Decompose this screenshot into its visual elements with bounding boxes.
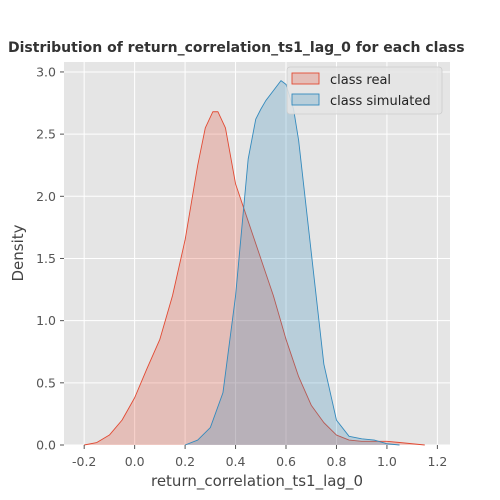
legend-swatch-simulated bbox=[291, 93, 320, 106]
x-axis-label: return_correlation_ts1_lag_0 bbox=[151, 472, 363, 491]
y-tick-label: 1.5 bbox=[36, 251, 56, 266]
grid bbox=[64, 62, 450, 446]
chart-title: Distribution of return_correlation_ts1_l… bbox=[8, 40, 465, 56]
x-tick-label: 1.2 bbox=[427, 454, 447, 469]
x-axis-ticks: -0.2 0.0 0.2 0.4 0.6 0.8 1.0 1.2 bbox=[72, 445, 447, 469]
legend: class real class simulated bbox=[286, 66, 443, 115]
legend-label-simulated: class simulated bbox=[330, 94, 431, 109]
density-line-real bbox=[84, 111, 425, 446]
x-tick-label: 0.6 bbox=[276, 454, 296, 469]
x-tick-label: 1.0 bbox=[377, 454, 397, 469]
y-tick-label: 3.0 bbox=[36, 64, 56, 79]
legend-label-real: class real bbox=[330, 73, 391, 88]
x-tick-label: 0.4 bbox=[226, 454, 246, 469]
y-tick-label: 1.0 bbox=[36, 313, 56, 328]
density-area-simulated bbox=[185, 80, 400, 446]
density-area-real bbox=[84, 111, 425, 446]
y-tick-label: 2.0 bbox=[36, 189, 56, 204]
x-tick-label: -0.2 bbox=[72, 454, 96, 469]
density-line-simulated bbox=[184, 80, 400, 446]
x-tick-label: 0.0 bbox=[125, 454, 145, 469]
y-axis-label: Density bbox=[9, 224, 27, 281]
plot-area bbox=[64, 62, 450, 445]
x-tick-label: 0.8 bbox=[327, 454, 347, 469]
y-tick-label: 0.5 bbox=[36, 375, 56, 390]
y-tick-label: 0.0 bbox=[36, 438, 56, 453]
series-layer bbox=[84, 80, 425, 446]
legend-swatch-real bbox=[291, 72, 320, 85]
y-tick-label: 2.5 bbox=[36, 127, 56, 142]
y-axis-ticks: 0.0 0.5 1.0 1.5 2.0 2.5 3.0 bbox=[36, 64, 64, 453]
x-tick-label: 0.2 bbox=[175, 454, 195, 469]
legend-box bbox=[286, 66, 443, 115]
